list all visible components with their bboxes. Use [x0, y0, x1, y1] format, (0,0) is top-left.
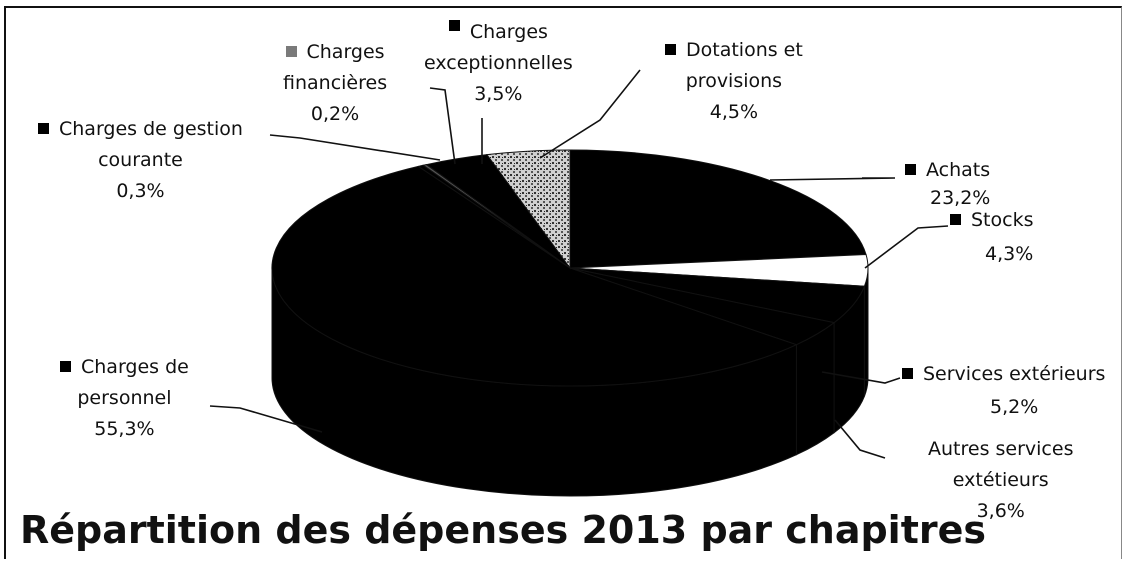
label-dotations-provisions: Dotations et provisions 4,5% — [665, 38, 803, 125]
value-stocks: 4,3% — [985, 243, 1034, 265]
legend-swatch — [285, 46, 297, 57]
label-achats: Achats — [905, 158, 990, 183]
leader-line — [834, 419, 886, 459]
legend-swatch — [950, 214, 961, 225]
legend-swatch — [905, 164, 916, 175]
pie-side-stocks — [863, 267, 869, 397]
legend-swatch — [665, 44, 676, 55]
label-services-exterieurs: Services extérieurs — [902, 362, 1105, 387]
value-achats: 23,2% — [930, 187, 991, 209]
label-stocks: Stocks — [950, 208, 1033, 233]
pie-slice-charges-de-personnel — [271, 165, 798, 387]
leader-line — [209, 405, 323, 433]
pie-slice-dotations-et-provisions — [486, 149, 571, 270]
label-charges-exceptionnelles: Charges exceptionnelles 3,5% — [424, 20, 573, 105]
label-charges-financieres: Charges financières 0,2% — [283, 41, 388, 125]
leader-line — [769, 177, 896, 181]
legend-swatch — [60, 361, 71, 372]
label-charges-personnel: Charges de personnel 55,3% — [60, 355, 189, 442]
value-services-exterieurs: 5,2% — [990, 396, 1039, 418]
leader-line — [269, 134, 441, 161]
label-autres-services: Autres services extétieurs 3,6% — [928, 438, 1074, 522]
legend-swatch — [448, 20, 460, 31]
leader-line — [539, 69, 641, 159]
chart-frame — [4, 6, 1122, 559]
legend-swatch — [902, 368, 913, 379]
leader-line — [864, 225, 949, 269]
leader-line — [821, 371, 901, 384]
leader-line — [429, 87, 456, 165]
pie-slice-achats — [569, 149, 867, 269]
legend-swatch — [38, 123, 49, 134]
chart-title: Répartition des dépenses 2013 par chapit… — [20, 508, 986, 552]
label-charges-gestion: Charges de gestion courante 0,3% — [38, 117, 243, 204]
